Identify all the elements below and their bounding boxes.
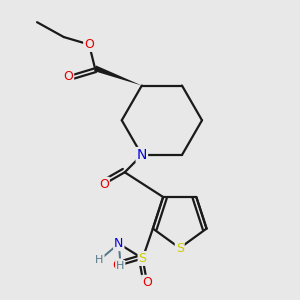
Polygon shape	[94, 65, 142, 86]
Text: H: H	[116, 261, 124, 271]
Text: H: H	[95, 255, 104, 265]
Text: S: S	[139, 252, 147, 265]
Text: N: N	[114, 237, 124, 250]
Text: O: O	[84, 38, 94, 51]
Text: O: O	[99, 178, 109, 191]
Text: O: O	[112, 260, 122, 272]
Text: N: N	[136, 148, 147, 162]
Text: S: S	[176, 242, 184, 255]
Text: O: O	[63, 70, 73, 83]
Text: O: O	[142, 276, 152, 289]
